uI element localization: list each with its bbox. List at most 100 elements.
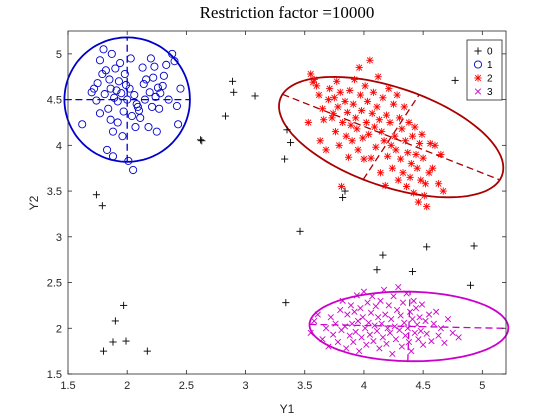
data-point-series-1-59 xyxy=(159,71,168,80)
data-point-series-0-8 xyxy=(196,136,205,144)
data-point-series-1-35 xyxy=(127,112,136,121)
data-point-series-2-48 xyxy=(372,143,380,151)
x-tick-label: 4 xyxy=(361,380,367,392)
chart-title: Restriction factor =10000 xyxy=(200,3,375,22)
data-point-series-3-26 xyxy=(358,334,365,341)
data-point-series-2-83 xyxy=(413,164,421,172)
data-point-series-1-14 xyxy=(106,84,115,93)
y-tick-label: 4 xyxy=(56,140,62,152)
data-point-series-0-2 xyxy=(99,347,108,355)
data-point-series-3-24 xyxy=(356,348,363,355)
data-point-series-1-24 xyxy=(114,77,123,86)
data-point-series-1-3 xyxy=(92,96,101,105)
data-point-series-2-70 xyxy=(398,125,406,133)
data-point-series-1-34 xyxy=(126,54,135,63)
data-point-series-2-80 xyxy=(410,189,418,197)
data-point-series-3-61 xyxy=(399,299,407,306)
data-point-series-0-4 xyxy=(111,317,119,325)
series-1 xyxy=(78,45,185,175)
data-point-series-0-9 xyxy=(198,137,206,145)
legend-marker-1 xyxy=(473,60,483,69)
data-point-series-3-34 xyxy=(367,309,375,316)
data-point-series-2-30 xyxy=(350,75,359,84)
data-point-series-3-38 xyxy=(372,303,379,310)
data-point-series-2-49 xyxy=(373,103,381,111)
data-point-series-1-11 xyxy=(103,145,112,154)
data-point-series-2-15 xyxy=(331,128,340,136)
data-point-series-2-64 xyxy=(391,132,399,140)
data-point-series-0-11 xyxy=(228,77,237,85)
data-point-series-0-13 xyxy=(251,92,259,100)
data-point-series-0-26 xyxy=(466,281,475,289)
data-point-series-1-26 xyxy=(117,89,126,98)
legend: 0 1 2 3 xyxy=(466,39,503,101)
data-point-series-3-86 xyxy=(437,325,445,332)
data-point-series-1-9 xyxy=(100,90,109,99)
data-point-series-0-24 xyxy=(423,243,431,251)
data-point-series-3-68 xyxy=(408,348,415,355)
data-point-series-3-56 xyxy=(393,306,401,314)
data-point-series-2-69 xyxy=(397,155,405,163)
data-point-series-3-37 xyxy=(371,322,378,329)
data-point-series-2-62 xyxy=(388,164,396,172)
x-tick-label: 1.5 xyxy=(60,380,75,392)
data-point-series-1-0 xyxy=(78,120,87,129)
data-point-series-3-50 xyxy=(386,329,394,336)
data-point-series-1-8 xyxy=(99,45,108,54)
data-point-series-2-58 xyxy=(384,152,392,160)
data-point-series-3-88 xyxy=(444,316,452,323)
data-point-series-2-37 xyxy=(359,134,367,142)
data-point-series-2-85 xyxy=(415,139,424,148)
data-point-series-1-28 xyxy=(119,107,128,116)
data-point-series-3-72 xyxy=(412,305,420,312)
data-point-series-2-60 xyxy=(386,118,394,127)
data-point-series-3-2 xyxy=(314,311,321,318)
legend-label-1: 1 xyxy=(487,60,493,71)
data-point-series-2-31 xyxy=(352,114,360,122)
data-point-series-2-77 xyxy=(406,173,414,181)
data-point-series-3-63 xyxy=(402,332,409,339)
data-point-series-2-74 xyxy=(402,182,411,191)
data-point-series-0-22 xyxy=(379,251,387,259)
data-point-series-3-46 xyxy=(382,311,389,318)
data-point-series-2-5 xyxy=(315,91,323,99)
data-point-series-3-77 xyxy=(418,301,426,308)
data-point-series-0-18 xyxy=(296,227,304,235)
data-point-series-3-69 xyxy=(409,316,416,323)
data-point-series-1-57 xyxy=(156,89,165,98)
data-point-series-3-52 xyxy=(389,350,396,357)
data-point-series-3-0 xyxy=(307,329,314,336)
data-point-series-3-10 xyxy=(337,306,344,314)
data-point-series-3-29 xyxy=(362,325,369,332)
axis-layer: 1.5 2 2.5 3 3.5 4 4.5 5 1.5 2 2.5 3 3.5 4 4.5 5 xyxy=(47,30,507,392)
data-point-series-2-78 xyxy=(407,160,415,168)
data-point-series-1-64 xyxy=(172,101,181,111)
data-point-series-3-55 xyxy=(392,336,400,343)
data-point-series-1-37 xyxy=(130,90,139,100)
data-point-series-2-20 xyxy=(337,182,346,191)
data-point-series-3-7 xyxy=(330,331,337,338)
data-point-series-1-15 xyxy=(106,115,115,124)
data-point-series-1-44 xyxy=(139,80,148,89)
data-point-series-2-76 xyxy=(405,118,413,127)
data-point-series-3-17 xyxy=(347,302,355,309)
data-point-series-0-27 xyxy=(470,242,478,250)
x-tick-label: 5 xyxy=(479,380,485,392)
data-point-series-1-52 xyxy=(150,62,159,71)
data-point-series-3-6 xyxy=(327,314,334,321)
data-point-series-1-60 xyxy=(162,60,171,69)
data-point-series-2-18 xyxy=(335,141,343,149)
data-point-series-2-3 xyxy=(310,75,318,84)
data-point-series-2-25 xyxy=(344,153,353,161)
data-point-series-0-16 xyxy=(283,126,291,134)
plot-area xyxy=(68,31,506,374)
data-point-series-3-80 xyxy=(423,330,430,337)
data-point-series-2-54 xyxy=(379,94,387,102)
data-point-series-2-94 xyxy=(429,164,437,172)
data-point-series-1-38 xyxy=(131,122,140,132)
data-point-series-1-5 xyxy=(95,109,105,118)
data-point-series-3-12 xyxy=(339,297,346,304)
data-point-series-3-44 xyxy=(379,334,387,341)
data-point-series-1-18 xyxy=(108,152,118,161)
